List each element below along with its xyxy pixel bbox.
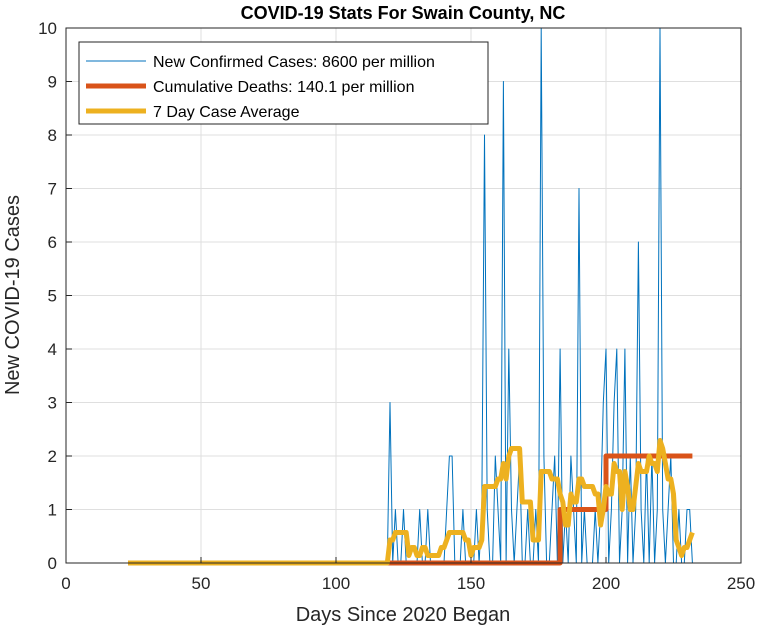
y-tick-label: 0 [48, 554, 57, 573]
legend-box [78, 41, 489, 125]
y-tick-label: 8 [48, 126, 57, 145]
x-tick-label: 50 [192, 574, 211, 593]
x-tick-label: 0 [61, 574, 70, 593]
x-tick-label: 150 [457, 574, 485, 593]
y-axis-label: New COVID-19 Cases [2, 195, 24, 395]
y-tick-label: 7 [48, 180, 57, 199]
legend-item-new-cases: New Confirmed Cases: 8600 per million [153, 54, 435, 71]
axis-ticks: 0 50 100 150 200 250 0 1 2 3 4 5 6 7 8 9 10 [38, 19, 755, 593]
legend-item-deaths: Cumulative Deaths: 140.1 per million [153, 79, 414, 96]
seven-day-average-line [128, 437, 695, 566]
x-tick-label: 100 [322, 574, 350, 593]
legend-item-average: 7 Day Case Average [153, 104, 300, 121]
chart-legend: New Confirmed Cases: 8600 per million Cum… [78, 41, 489, 125]
y-tick-label: 5 [48, 287, 57, 306]
x-tick-label: 200 [592, 574, 620, 593]
y-tick-label: 6 [48, 233, 57, 252]
y-tick-label: 2 [48, 447, 57, 466]
x-tick-label: 250 [727, 574, 755, 593]
y-tick-label: 3 [48, 394, 57, 413]
y-tick-label: 1 [48, 501, 57, 520]
y-tick-label: 10 [38, 19, 57, 38]
y-tick-label: 4 [48, 340, 57, 359]
y-tick-label: 9 [48, 73, 57, 92]
chart-title: COVID-19 Stats For Swain County, NC [241, 3, 566, 23]
x-axis-label: Days Since 2020 Began [296, 604, 511, 626]
